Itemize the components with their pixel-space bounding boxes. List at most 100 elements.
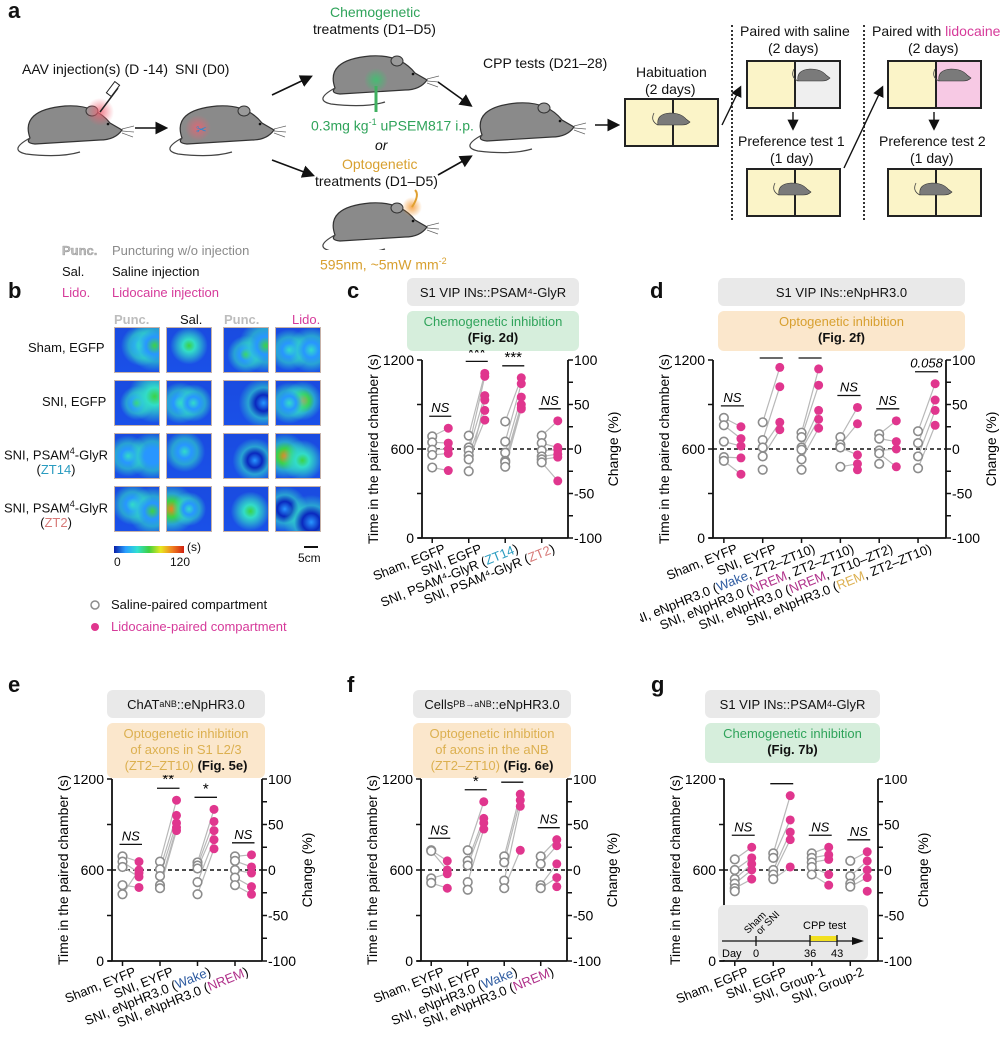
col-header-sal: Sal. [180, 312, 203, 327]
lidocaine-point [552, 859, 562, 869]
box-divider [934, 62, 937, 107]
pair-line [762, 386, 781, 441]
colorbar-min: 0 [114, 555, 121, 569]
saline-point [427, 449, 438, 461]
legend-lido-abbr: Lido. [62, 285, 91, 300]
y-axis-title: Time in the paired chamber (s) [667, 775, 683, 965]
significance-label: NS [430, 822, 448, 837]
saline-point [757, 442, 768, 453]
significance-label: ** [162, 775, 174, 788]
saline-point [796, 464, 807, 475]
method-text: Optogenetic inhibition [429, 726, 555, 741]
panel-letter-b: b [8, 278, 22, 303]
saline-point [768, 852, 779, 863]
arrow-icon [271, 75, 313, 96]
lidocaine-point [134, 882, 144, 892]
y-axis-right-title: Change (%) [983, 412, 999, 487]
cpp-window [810, 936, 837, 941]
colorbar-unit: (s) [187, 540, 201, 554]
significance-label: NS [840, 379, 858, 394]
lido-pair-days: (2 days) [908, 40, 959, 56]
y-tick-label: 0 [708, 953, 716, 969]
heatmap-cell [275, 380, 321, 426]
y-right-tick-label: -100 [952, 530, 980, 546]
lidocaine-point [891, 444, 901, 454]
construct-text: ChAT [127, 696, 160, 712]
scalebar-label: 5cm [298, 551, 321, 565]
panel-letter-f: f [347, 672, 355, 697]
lidocaine-point [852, 465, 862, 475]
lidocaine-point [209, 816, 219, 826]
heatmap-cell [275, 327, 321, 373]
saline-point [500, 416, 511, 427]
lidocaine-point [480, 415, 490, 425]
heatmap-cell [223, 327, 269, 373]
saline-point [463, 454, 474, 465]
legend-punc-desc: Puncturing w/o injection [112, 243, 250, 258]
pref2-label: Preference test 2 [879, 133, 986, 149]
saline-point [845, 855, 856, 866]
lidocaine-point [862, 847, 872, 857]
y-right-tick-label: -100 [884, 953, 912, 969]
saline-point [229, 855, 241, 866]
y-right-tick-label: 100 [268, 775, 292, 787]
chemo-title: Chemogenetic [330, 4, 421, 20]
chemo-dose-text: 0.3mg kg [311, 117, 369, 134]
significance-label: * [473, 775, 479, 790]
heatmap-cell [275, 433, 321, 479]
saline-point [500, 436, 511, 447]
construct-text: ::eNpHR3.0 [176, 696, 245, 712]
lidocaine-marker-icon [91, 623, 99, 631]
habituation-label: Habituation [636, 64, 707, 80]
heatmap-cell [114, 380, 160, 426]
lidocaine-point [824, 880, 834, 890]
mouse-icon [933, 68, 972, 82]
lidocaine-point [824, 842, 834, 852]
y-right-tick-label: -100 [268, 953, 296, 969]
pair-line [762, 367, 781, 423]
chart-c: 0 600 1200 -100 -50 0 50 100 Time in the paired … [365, 350, 621, 610]
lidocaine-point [891, 437, 901, 447]
opto-dose-text: 595nm, ~5mW mm [320, 256, 439, 273]
lidocaine-point [247, 850, 256, 860]
pair-line [917, 425, 936, 469]
y-tick-label: 600 [391, 441, 415, 457]
y-right-tick-label: -50 [952, 486, 972, 502]
significance-label: NS [811, 819, 829, 834]
saline-point [912, 437, 924, 449]
lidocaine-point [814, 405, 824, 415]
y-tick-label: 1200 [73, 775, 104, 787]
lidocaine-point [736, 453, 746, 463]
saline-point [462, 860, 473, 871]
saline-point [718, 436, 729, 447]
y-axis-right-title: Change (%) [604, 833, 620, 908]
saline-point [463, 466, 474, 477]
saline-point [462, 884, 473, 895]
construct-text: S1 VIP INs::PSAM [719, 696, 828, 712]
saline-point [796, 432, 807, 443]
pair-line [917, 383, 936, 432]
y-right-tick-label: 0 [884, 862, 892, 878]
heatmap-cell [223, 380, 269, 426]
significance-label: NS [734, 819, 752, 834]
y-tick-label: 600 [390, 862, 414, 878]
pair-line [762, 429, 781, 457]
lidocaine-point [134, 872, 144, 882]
saline-point [117, 861, 128, 873]
mouse-icon [773, 182, 812, 196]
method-text: Chemogenetic inhibition [723, 726, 862, 741]
lidocaine-point [172, 810, 181, 820]
saline-pair-label: Paired with saline [740, 23, 850, 39]
col-header-punc-2: Punc. [224, 312, 260, 327]
method-text: (ZT2–ZT10) [124, 758, 194, 773]
lidocaine-point [552, 873, 562, 883]
significance-label: ** [765, 350, 777, 358]
saline-point [768, 873, 779, 885]
lidocaine-point [930, 420, 940, 430]
lidocaine-point [747, 874, 757, 884]
mouse-icon [792, 68, 831, 82]
row-label-sni-egfp: SNI, EGFP [42, 394, 107, 409]
lidocaine-point [172, 826, 181, 836]
row-label-sham-egfp: Sham, EGFP [28, 340, 105, 355]
saline-point [718, 420, 729, 431]
